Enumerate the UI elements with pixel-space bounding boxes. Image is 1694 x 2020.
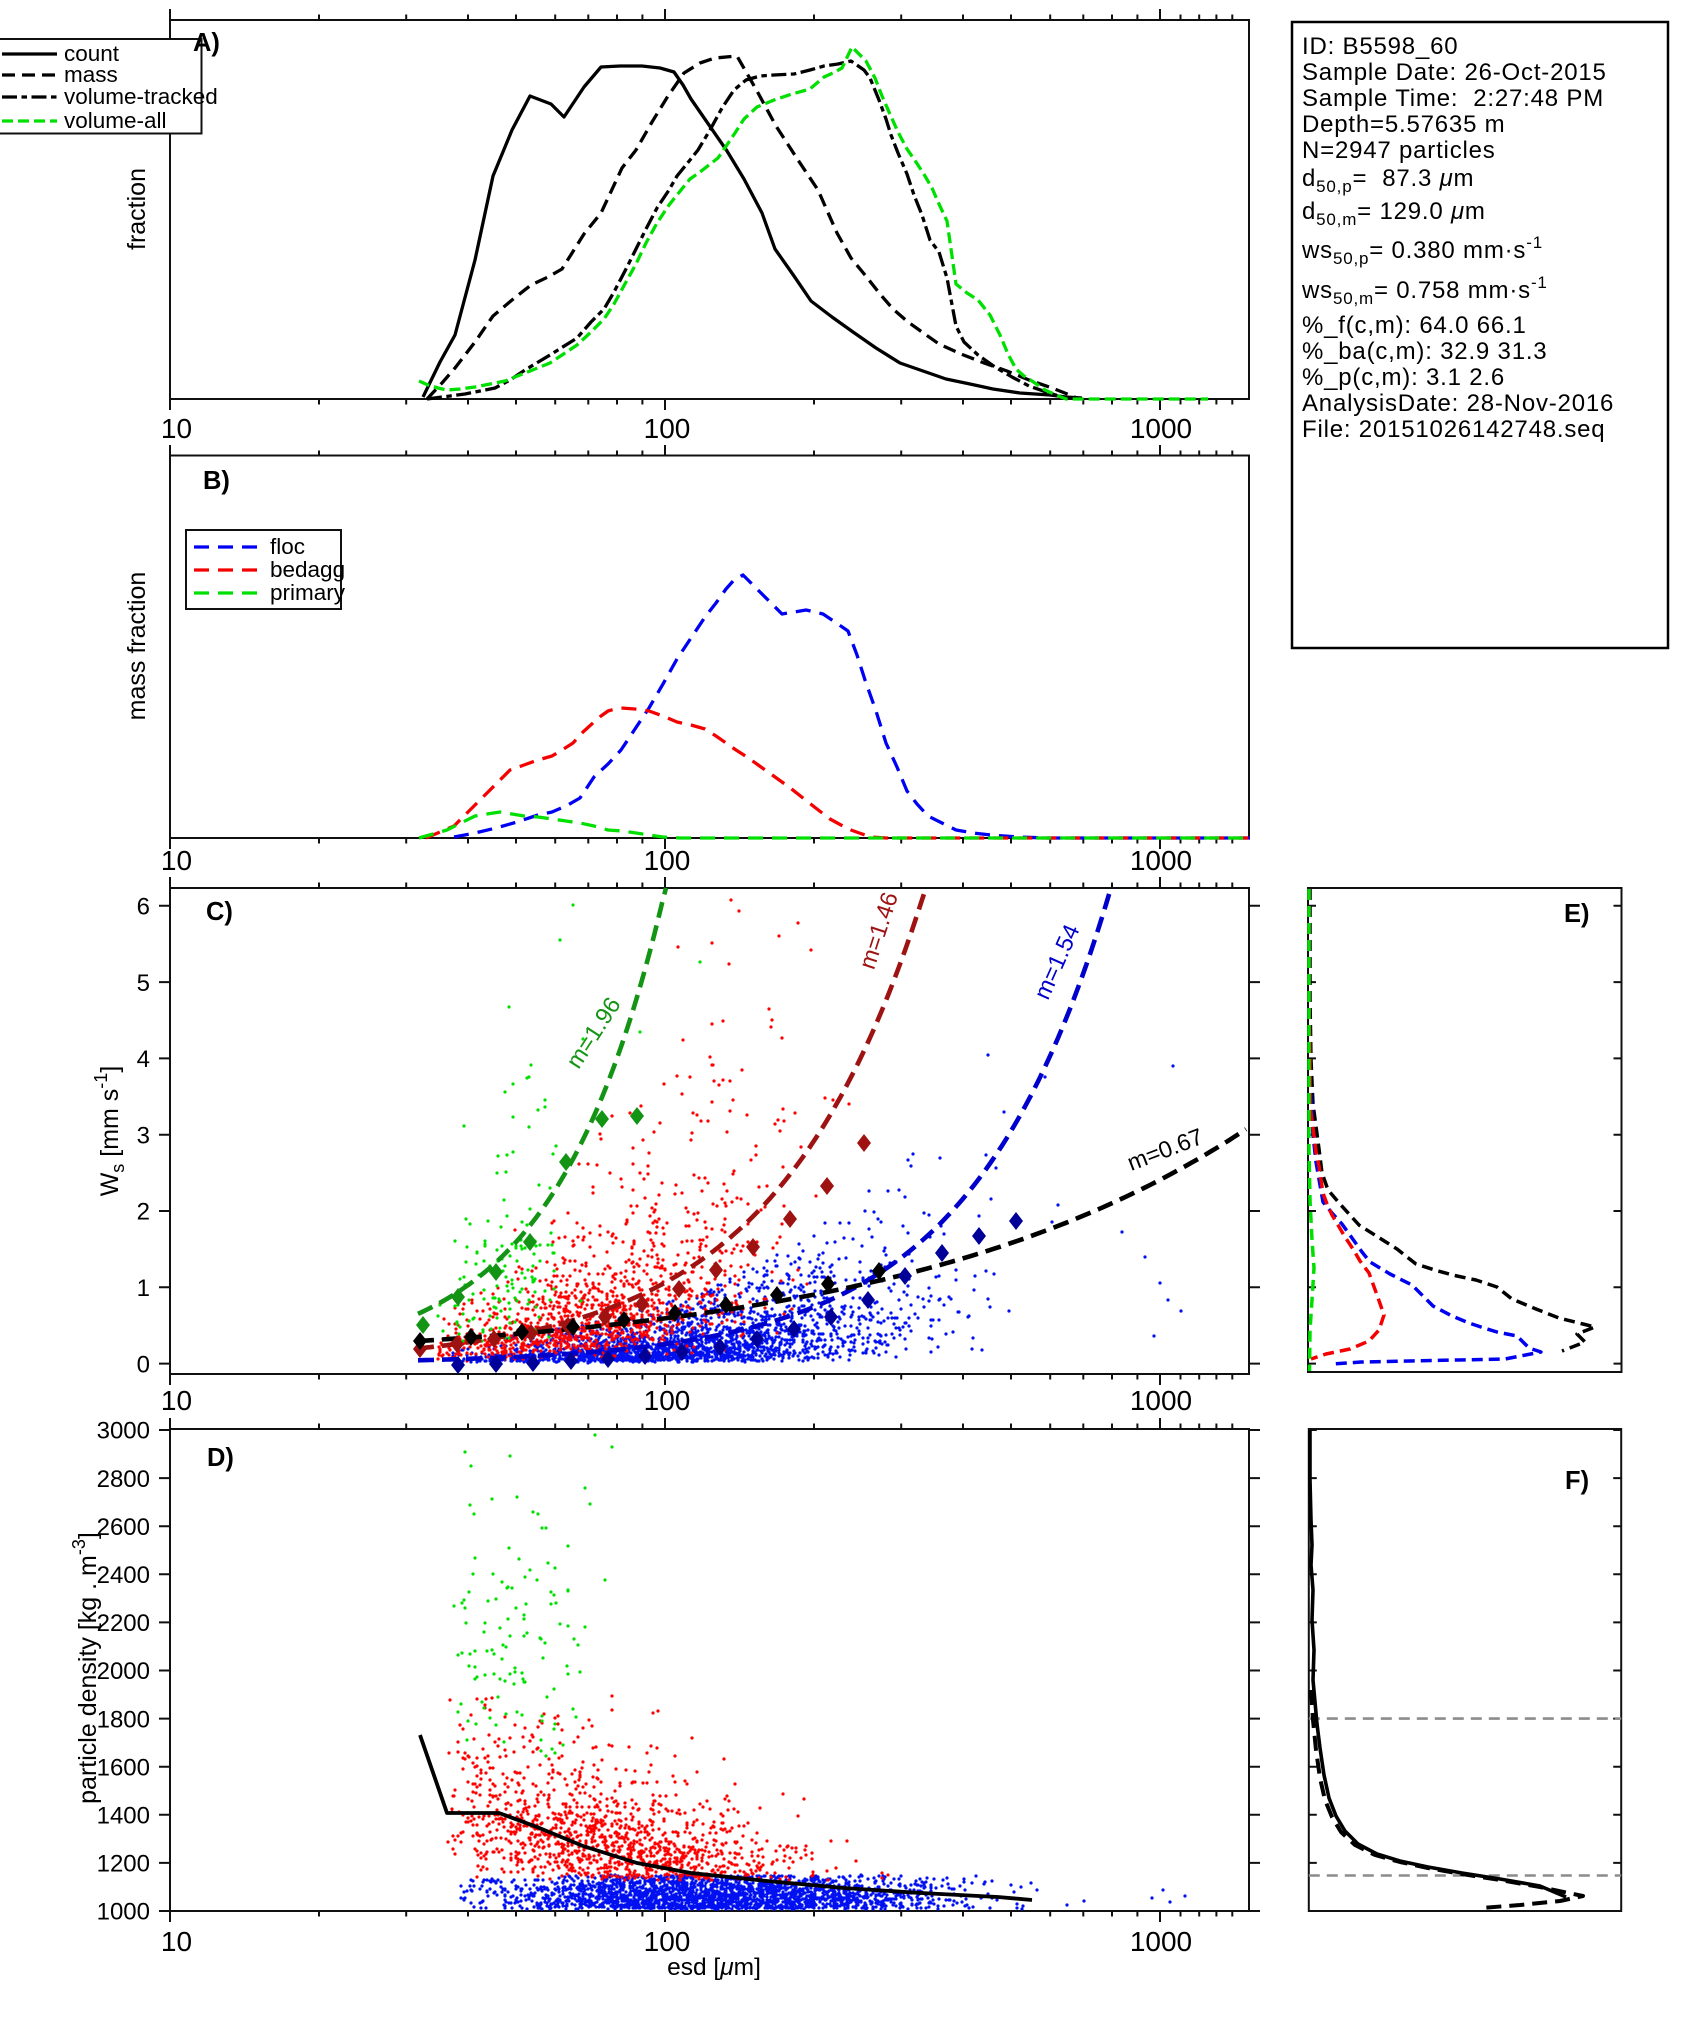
svg-text:1: 1 — [137, 1275, 150, 1302]
svg-text:volume-all: volume-all — [64, 108, 167, 133]
svg-text:A): A) — [193, 29, 220, 57]
svg-text:volume-tracked: volume-tracked — [64, 84, 218, 109]
svg-text:%_p(c,m): 3.1 2.6: %_p(c,m): 3.1 2.6 — [1302, 364, 1505, 391]
svg-text:particle density [kg . m-3]: particle density [kg . m-3] — [69, 1532, 102, 1804]
svg-text:100: 100 — [644, 413, 691, 444]
svg-text:Sample Time: 2:27:48 PM: Sample Time: 2:27:48 PM — [1302, 85, 1604, 112]
svg-text:d50,m= 129.0 μm: d50,m= 129.0 μm — [1302, 198, 1486, 229]
svg-text:1000: 1000 — [1130, 413, 1192, 444]
svg-text:mass: mass — [64, 62, 118, 87]
svg-text:N=2947 particles: N=2947 particles — [1302, 137, 1496, 164]
svg-text:100: 100 — [644, 845, 691, 876]
svg-text:1000: 1000 — [1130, 845, 1192, 876]
svg-text:AnalysisDate: 28-Nov-2016: AnalysisDate: 28-Nov-2016 — [1302, 390, 1614, 417]
svg-text:1600: 1600 — [97, 1754, 150, 1781]
svg-text:6: 6 — [137, 894, 150, 921]
svg-text:Sample Date: 26-Oct-2015: Sample Date: 26-Oct-2015 — [1302, 59, 1607, 86]
svg-text:bedagg: bedagg — [270, 557, 345, 582]
svg-text:2800: 2800 — [97, 1466, 150, 1493]
svg-text:1800: 1800 — [97, 1706, 150, 1733]
svg-text:%_f(c,m): 64.0 66.1: %_f(c,m): 64.0 66.1 — [1302, 312, 1527, 339]
svg-text:mass fraction: mass fraction — [123, 572, 151, 721]
svg-text:floc: floc — [270, 534, 305, 559]
svg-text:100: 100 — [644, 1385, 691, 1416]
svg-text:2600: 2600 — [97, 1514, 150, 1541]
svg-text:10: 10 — [161, 1385, 192, 1416]
svg-text:2000: 2000 — [97, 1658, 150, 1685]
svg-text:5: 5 — [137, 970, 150, 997]
svg-text:100: 100 — [644, 1926, 691, 1957]
svg-text:1200: 1200 — [97, 1851, 150, 1878]
svg-text:fraction: fraction — [123, 168, 151, 250]
svg-text:10: 10 — [161, 1926, 192, 1957]
svg-text:count: count — [64, 41, 120, 66]
svg-text:3000: 3000 — [97, 1418, 150, 1445]
svg-text:10: 10 — [161, 413, 192, 444]
svg-text:0: 0 — [137, 1351, 150, 1378]
svg-text:B): B) — [203, 467, 230, 495]
svg-text:1400: 1400 — [97, 1803, 150, 1830]
svg-text:2: 2 — [137, 1199, 150, 1226]
svg-text:F): F) — [1565, 1467, 1589, 1495]
svg-text:3: 3 — [137, 1122, 150, 1149]
svg-text:primary: primary — [270, 580, 346, 605]
svg-text:ID: B5598_60: ID: B5598_60 — [1302, 33, 1458, 60]
svg-text:ws50,m= 0.758 mm·s-1: ws50,m= 0.758 mm·s-1 — [1301, 273, 1548, 308]
svg-text:1000: 1000 — [1130, 1926, 1192, 1957]
svg-text:10: 10 — [161, 845, 192, 876]
svg-text:C): C) — [206, 898, 233, 926]
svg-text:File: 20151026142748.seq: File: 20151026142748.seq — [1302, 416, 1605, 443]
svg-text:%_ba(c,m): 32.9 31.3: %_ba(c,m): 32.9 31.3 — [1302, 338, 1547, 365]
svg-text:esd [μm]: esd [μm] — [667, 1954, 761, 1981]
svg-text:1000: 1000 — [97, 1899, 150, 1926]
svg-text:4: 4 — [137, 1046, 150, 1073]
svg-text:Depth=5.57635 m: Depth=5.57635 m — [1302, 111, 1505, 138]
svg-text:E): E) — [1564, 900, 1590, 928]
svg-text:2400: 2400 — [97, 1562, 150, 1589]
svg-text:2200: 2200 — [97, 1610, 150, 1637]
svg-text:D): D) — [207, 1444, 234, 1472]
svg-text:1000: 1000 — [1130, 1385, 1192, 1416]
